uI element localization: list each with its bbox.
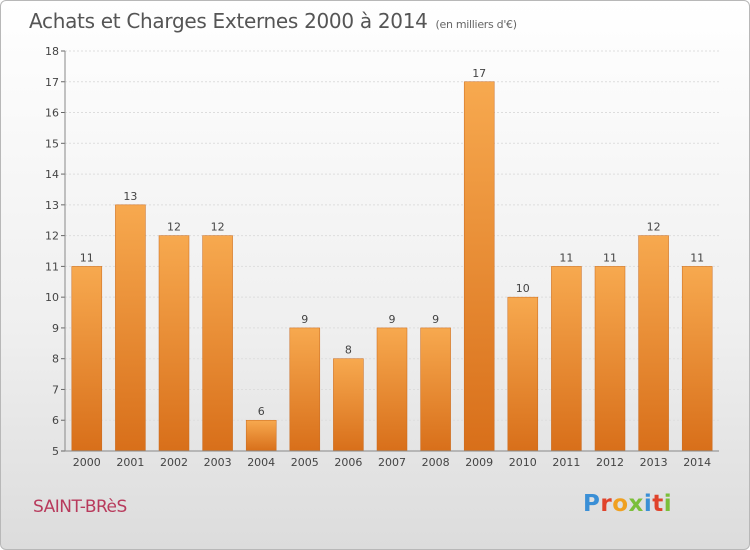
y-tick-label: 9	[52, 322, 59, 335]
bar	[681, 266, 713, 452]
y-tick-label: 6	[52, 414, 59, 427]
x-tick-label: 2004	[247, 456, 275, 469]
y-tick-label: 10	[45, 291, 59, 304]
x-tick-label: 2013	[640, 456, 668, 469]
bar	[638, 235, 669, 452]
y-tick-label: 18	[45, 45, 59, 58]
bar	[71, 266, 103, 452]
bar-value-label: 12	[167, 221, 181, 234]
bar	[594, 266, 626, 452]
bar	[507, 296, 539, 452]
logo-letter: r	[600, 491, 613, 517]
bar	[115, 204, 146, 452]
bar	[420, 327, 451, 452]
bar-value-label: 11	[559, 251, 573, 264]
logo-letter: P	[583, 491, 601, 517]
y-tick-label: 8	[52, 353, 59, 366]
title-text: Achats et Charges Externes 2000 à 2014	[29, 9, 428, 33]
x-tick-label: 2008	[422, 456, 450, 469]
y-tick-label: 16	[45, 107, 59, 120]
bar-value-label: 9	[432, 313, 439, 326]
bars: 11 13 12 12 6 9 8 9 9 17 10 11 11 12 11	[71, 67, 713, 452]
bar-value-label: 17	[472, 67, 486, 80]
x-tick-label: 2011	[552, 456, 580, 469]
y-tick-label: 14	[45, 168, 59, 181]
y-tick-label: 17	[45, 76, 59, 89]
bar	[333, 358, 364, 452]
bar	[551, 266, 582, 452]
bar-value-label: 9	[301, 313, 308, 326]
bar-value-label: 12	[211, 221, 225, 234]
x-axis: 2000 2001 2002 2003 2004 2005 2006 2007 2008 2009…	[65, 450, 719, 469]
y-tick-label: 7	[52, 383, 59, 396]
logo-letter: i	[663, 491, 673, 517]
bar-value-label: 12	[647, 221, 661, 234]
x-tick-label: 2010	[509, 456, 537, 469]
proxiti-logo[interactable]: Proxiti	[583, 491, 672, 517]
x-tick-label: 2003	[204, 456, 232, 469]
chart-subtitle: (en milliers d'€)	[435, 18, 517, 31]
x-tick-label: 2012	[596, 456, 624, 469]
logo-letter: o	[612, 491, 629, 517]
bar	[245, 419, 277, 452]
bar-value-label: 9	[389, 313, 396, 326]
place-name: SAINT-BRèS	[33, 497, 127, 517]
logo-letter: x	[628, 491, 644, 517]
bar	[289, 327, 321, 452]
bar	[376, 327, 408, 452]
x-tick-label: 2005	[291, 456, 319, 469]
x-tick-label: 2000	[73, 456, 101, 469]
x-tick-label: 2006	[334, 456, 362, 469]
chart-title: Achats et Charges Externes 2000 à 2014 (e…	[29, 9, 517, 33]
y-tick-label: 15	[45, 137, 59, 150]
y-tick-label: 12	[45, 230, 59, 243]
y-tick-label: 13	[45, 199, 59, 212]
y-axis: 5 6 7 8 9 10 11 12 13 14 15 16 17 18	[45, 45, 66, 458]
x-tick-label: 2009	[465, 456, 493, 469]
x-tick-label: 2007	[378, 456, 406, 469]
y-tick-label: 5	[52, 445, 59, 458]
bar-value-label: 11	[80, 251, 94, 264]
bar	[158, 235, 190, 452]
logo-letter: t	[652, 491, 664, 517]
bar-value-label: 11	[603, 251, 617, 264]
bar-value-label: 8	[345, 344, 352, 357]
bar-value-label: 10	[516, 282, 530, 295]
logo-letter: i	[643, 491, 653, 517]
x-tick-label: 2001	[116, 456, 144, 469]
x-tick-label: 2014	[683, 456, 711, 469]
bar	[202, 235, 233, 452]
bar-value-label: 13	[123, 190, 137, 203]
bar-value-label: 11	[690, 251, 704, 264]
bar-value-label: 6	[258, 405, 265, 418]
y-tick-label: 11	[45, 260, 59, 273]
x-tick-label: 2002	[160, 456, 188, 469]
bar	[463, 81, 495, 452]
